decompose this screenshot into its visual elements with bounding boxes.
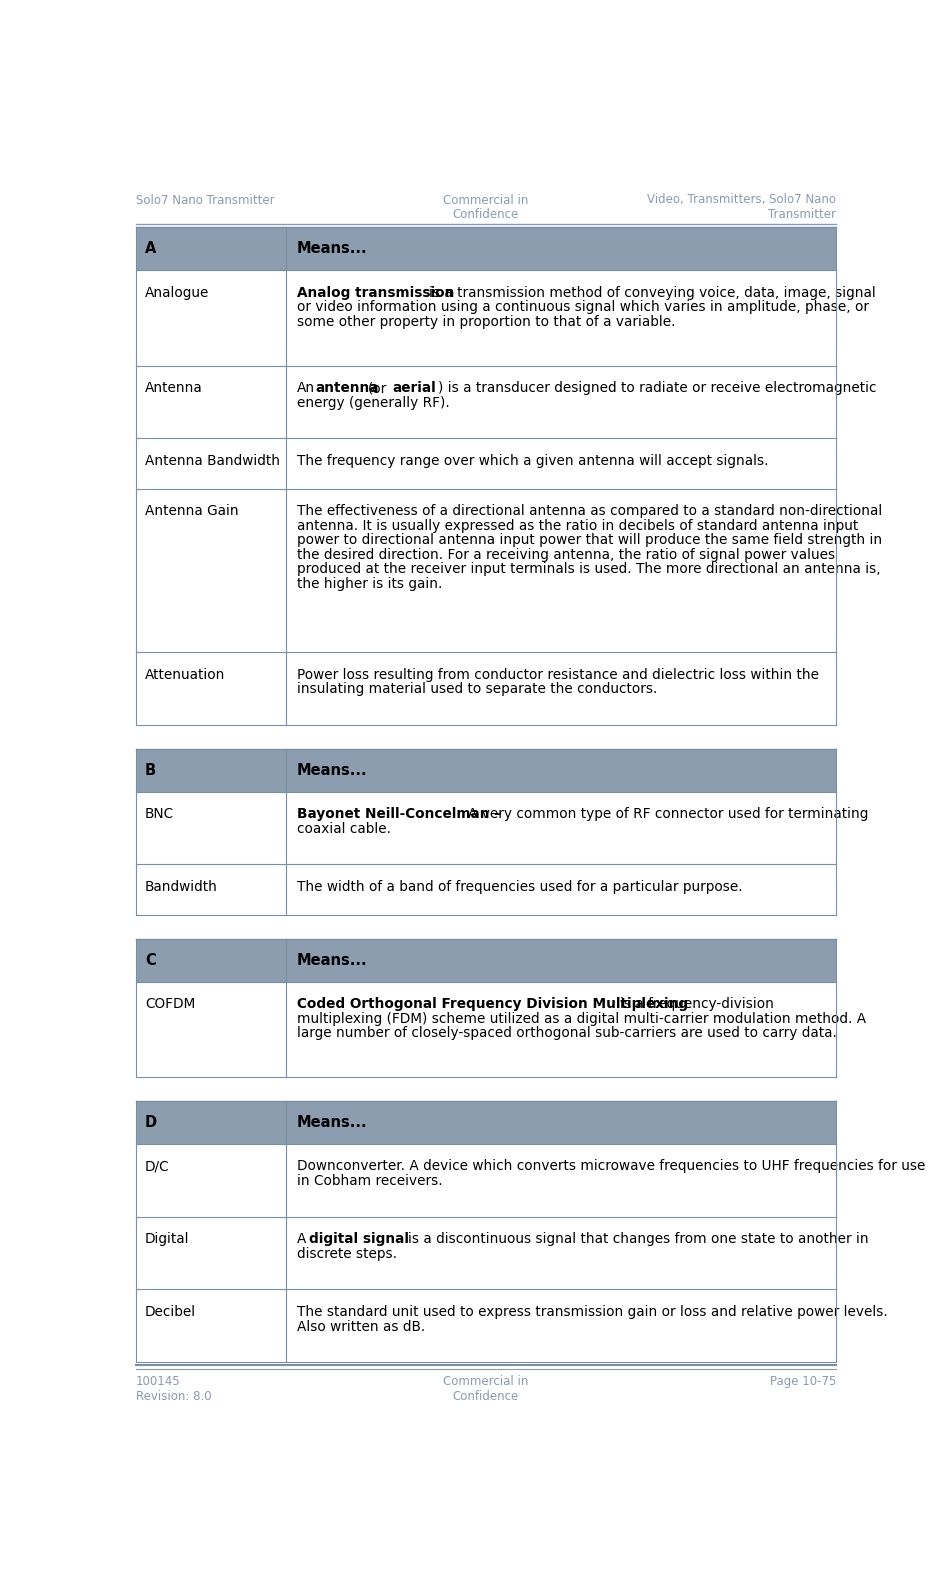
Text: The frequency range over which a given antenna will accept signals.: The frequency range over which a given a… <box>297 453 769 467</box>
Text: insulating material used to separate the conductors.: insulating material used to separate the… <box>297 682 657 696</box>
Text: antenna: antenna <box>316 381 378 395</box>
Text: is a discontinuous signal that changes from one state to another in: is a discontinuous signal that changes f… <box>408 1232 868 1247</box>
Bar <box>136 488 836 652</box>
Bar <box>136 792 836 864</box>
Text: the higher is its gain.: the higher is its gain. <box>297 576 443 590</box>
Bar <box>136 749 836 792</box>
Text: the desired direction. For a receiving antenna, the ratio of signal power values: the desired direction. For a receiving a… <box>297 548 835 562</box>
Text: COFDM: COFDM <box>145 998 195 1011</box>
Text: some other property in proportion to that of a variable.: some other property in proportion to tha… <box>297 315 676 329</box>
Text: Bayonet Neill-Concelman –: Bayonet Neill-Concelman – <box>297 807 501 822</box>
Text: A: A <box>297 1232 306 1247</box>
Text: Coded Orthogonal Frequency Division Multiplexing: Coded Orthogonal Frequency Division Mult… <box>297 998 688 1011</box>
Text: Antenna Gain: Antenna Gain <box>145 504 239 518</box>
Text: energy (generally RF).: energy (generally RF). <box>297 395 449 409</box>
Text: Video, Transmitters, Solo7 Nano
Transmitter: Video, Transmitters, Solo7 Nano Transmit… <box>647 194 836 222</box>
Text: (or: (or <box>368 381 387 395</box>
Text: C: C <box>145 952 155 968</box>
Text: An: An <box>297 381 315 395</box>
Text: digital signal: digital signal <box>309 1232 410 1247</box>
Text: aerial: aerial <box>392 381 436 395</box>
Text: The effectiveness of a directional antenna as compared to a standard non-directi: The effectiveness of a directional anten… <box>297 504 883 518</box>
Bar <box>136 864 836 914</box>
Bar <box>136 271 836 365</box>
Text: Means...: Means... <box>297 1114 368 1130</box>
Bar <box>136 365 836 439</box>
Text: Analogue: Analogue <box>145 286 210 299</box>
Bar <box>136 652 836 726</box>
Text: The standard unit used to express transmission gain or loss and relative power l: The standard unit used to express transm… <box>297 1305 887 1319</box>
Text: Page 10-75: Page 10-75 <box>770 1376 836 1388</box>
Text: Antenna Bandwidth: Antenna Bandwidth <box>145 453 280 467</box>
Text: Attenuation: Attenuation <box>145 667 226 682</box>
Text: Also written as dB.: Also written as dB. <box>297 1319 426 1333</box>
Bar <box>136 1217 836 1289</box>
Text: Antenna: Antenna <box>145 381 203 395</box>
Bar <box>136 1289 836 1363</box>
Text: D/C: D/C <box>145 1160 170 1173</box>
Text: BNC: BNC <box>145 807 174 822</box>
Bar <box>136 938 836 982</box>
Text: Means...: Means... <box>297 952 368 968</box>
Text: D: D <box>145 1114 157 1130</box>
Text: ) is a transducer designed to radiate or receive electromagnetic: ) is a transducer designed to radiate or… <box>438 381 877 395</box>
Text: Power loss resulting from conductor resistance and dielectric loss within the: Power loss resulting from conductor resi… <box>297 667 819 682</box>
Bar <box>136 227 836 271</box>
Text: Commercial in
Confidence: Commercial in Confidence <box>443 1376 529 1404</box>
Text: coaxial cable.: coaxial cable. <box>297 822 391 836</box>
Text: Decibel: Decibel <box>145 1305 196 1319</box>
Text: antenna. It is usually expressed as the ratio in decibels of standard antenna in: antenna. It is usually expressed as the … <box>297 519 858 534</box>
Text: large number of closely-spaced orthogonal sub-carriers are used to carry data.: large number of closely-spaced orthogona… <box>297 1026 837 1040</box>
Text: Analog transmission: Analog transmission <box>297 286 454 299</box>
Text: discrete steps.: discrete steps. <box>297 1247 397 1261</box>
Text: power to directional antenna input power that will produce the same field streng: power to directional antenna input power… <box>297 534 883 548</box>
Text: Means...: Means... <box>297 241 368 257</box>
Text: A: A <box>145 241 156 257</box>
Text: The width of a band of frequencies used for a particular purpose.: The width of a band of frequencies used … <box>297 880 742 894</box>
Text: B: B <box>145 763 156 778</box>
Text: Bandwidth: Bandwidth <box>145 880 218 894</box>
Text: multiplexing (FDM) scheme utilized as a digital multi-carrier modulation method.: multiplexing (FDM) scheme utilized as a … <box>297 1012 866 1026</box>
Bar <box>136 1102 836 1144</box>
Text: Solo7 Nano Transmitter: Solo7 Nano Transmitter <box>136 194 274 206</box>
Text: or video information using a continuous signal which varies in amplitude, phase,: or video information using a continuous … <box>297 301 869 315</box>
Text: Commercial in
Confidence: Commercial in Confidence <box>443 194 529 222</box>
Bar <box>136 1144 836 1217</box>
Text: produced at the receiver input terminals is used. The more directional an antenn: produced at the receiver input terminals… <box>297 562 881 576</box>
Text: Digital: Digital <box>145 1232 190 1247</box>
Text: is a frequency-division: is a frequency-division <box>620 998 774 1011</box>
Text: is a transmission method of conveying voice, data, image, signal: is a transmission method of conveying vo… <box>428 286 876 299</box>
Text: Downconverter. A device which converts microwave frequencies to UHF frequencies : Downconverter. A device which converts m… <box>297 1160 925 1173</box>
Text: Means...: Means... <box>297 763 368 778</box>
Bar <box>136 982 836 1077</box>
Bar <box>136 439 836 488</box>
Text: in Cobham receivers.: in Cobham receivers. <box>297 1174 443 1188</box>
Text: A very common type of RF connector used for terminating: A very common type of RF connector used … <box>468 807 868 822</box>
Text: 100145
Revision: 8.0: 100145 Revision: 8.0 <box>136 1376 211 1404</box>
